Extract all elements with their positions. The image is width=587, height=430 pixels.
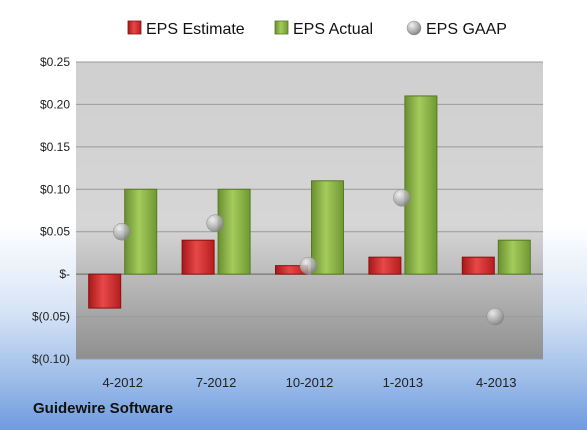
legend: EPS Estimate EPS Actual EPS GAAP (127, 20, 507, 38)
legend-swatch (406, 20, 422, 36)
company-caption: Guidewire Software (33, 400, 174, 417)
y-tick-label: $(0.05) (32, 310, 70, 324)
y-tick-label: $(0.10) (32, 352, 70, 366)
legend-swatch (274, 20, 289, 35)
eps-gaap-point (486, 307, 505, 326)
eps-actual-bar (311, 180, 344, 275)
y-tick-label: $0.05 (40, 225, 70, 239)
eps-gaap-point (299, 256, 318, 275)
x-tick-label: 7-2012 (196, 375, 236, 390)
legend-swatch (127, 20, 142, 35)
eps-actual-bar (497, 239, 531, 275)
eps-estimate-bar (368, 256, 402, 275)
eps-estimate-bar (181, 239, 215, 275)
legend-label: EPS Actual (293, 21, 373, 38)
legend-label: EPS Estimate (146, 21, 245, 38)
y-tick-label: $0.20 (40, 97, 70, 111)
x-axis: 4-2012 7-2012 10-2012 1-2013 4-2013 (102, 375, 516, 390)
gaap-points (112, 189, 505, 326)
eps-gaap-point (393, 189, 411, 207)
y-tick-label: $0.25 (40, 55, 70, 69)
x-tick-label: 1-2013 (383, 375, 423, 390)
bars (88, 95, 531, 309)
legend-label: EPS GAAP (426, 21, 507, 38)
eps-actual-bar (217, 188, 251, 275)
y-tick-label: $- (59, 267, 70, 281)
eps-estimate-bar (88, 273, 122, 309)
eps-actual-bar (404, 95, 438, 275)
eps-gaap-point (112, 222, 131, 241)
x-tick-label: 4-2013 (476, 375, 516, 390)
y-axis: $0.25 $0.20 $0.15 $0.10 $0.05 $- $(0.05) $(0.10… (32, 55, 70, 366)
x-tick-label: 4-2012 (102, 375, 142, 390)
x-tick-label: 10-2012 (286, 375, 334, 390)
y-tick-label: $0.15 (40, 140, 70, 154)
eps-gaap-point (206, 214, 224, 232)
eps-estimate-bar (461, 256, 495, 275)
y-tick-label: $0.10 (40, 182, 70, 196)
